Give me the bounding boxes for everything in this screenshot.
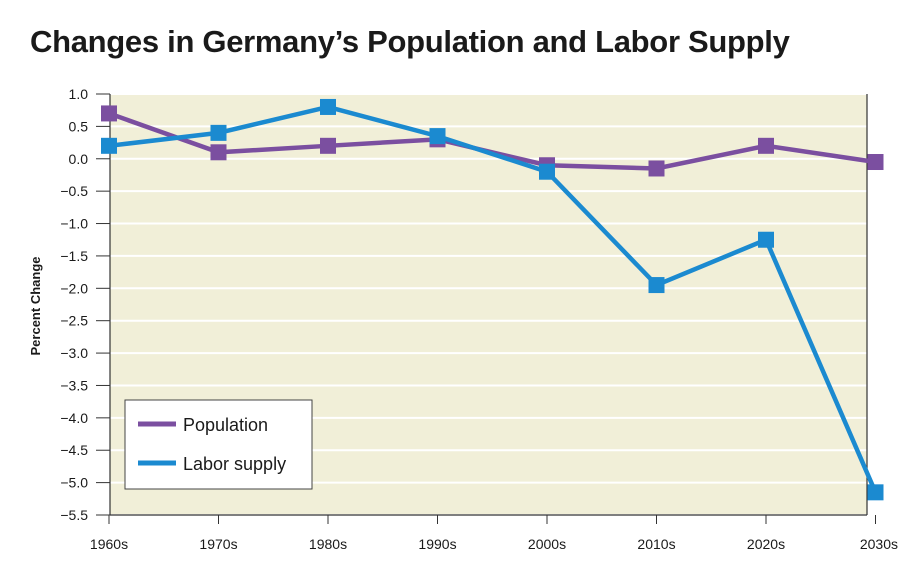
legend-label-labor-supply: Labor supply — [183, 454, 286, 474]
x-tick-label: 2000s — [528, 536, 566, 552]
x-tick-label: 1980s — [309, 536, 347, 552]
y-axis-title: Percent Change — [28, 257, 43, 356]
x-tick-label: 2020s — [747, 536, 785, 552]
x-tick-label: 2010s — [637, 536, 675, 552]
series-markers — [101, 98, 884, 501]
data-point-labor-supply — [210, 124, 227, 141]
y-tick-label: −1.0 — [60, 216, 88, 232]
y-tick-label: −3.0 — [60, 345, 88, 361]
x-tick-label: 1970s — [199, 536, 237, 552]
legend-label-population: Population — [183, 415, 268, 435]
x-tick-labels: 1960s 1970s 1980s 1990s 2000s 2010s 2020s 2030s — [90, 536, 898, 552]
x-tick-label: 2030s — [860, 536, 898, 552]
data-point-population — [648, 160, 665, 177]
y-tick-label: 1.0 — [69, 86, 89, 102]
series-lines — [108, 104, 878, 494]
y-tick-label: −3.5 — [60, 377, 88, 393]
y-tick-label: −0.5 — [60, 183, 88, 199]
series-line-labor-supply — [108, 104, 878, 494]
legend-box — [124, 399, 313, 490]
y-tick-label: 0.0 — [69, 151, 89, 167]
y-tick-labels: 1.0 0.5 0.0 −0.5 −1.0 −1.5 −2.0 −2.5 −3.0 −3.5 −4.… — [60, 86, 88, 523]
data-point-labor-supply — [648, 277, 665, 294]
y-tick-label: −2.5 — [60, 313, 88, 329]
data-point-labor-supply — [539, 163, 555, 180]
y-tick-label: −1.5 — [60, 248, 88, 264]
data-point-population — [320, 137, 336, 154]
data-point-population — [101, 105, 117, 122]
x-tick-label: 1960s — [90, 536, 128, 552]
data-point-population — [210, 144, 227, 161]
chart-title: Changes in Germany’s Population and Labo… — [30, 24, 790, 59]
axes — [96, 93, 876, 524]
data-point-labor-supply — [320, 98, 336, 115]
data-point-labor-supply — [101, 137, 117, 154]
data-point-labor-supply — [429, 128, 446, 145]
data-point-population — [758, 137, 774, 154]
y-tick-label: −4.5 — [60, 442, 88, 458]
y-tick-label: −5.5 — [60, 507, 88, 523]
legend: Population Labor supply — [124, 399, 313, 490]
data-point-population — [867, 154, 884, 171]
data-point-labor-supply — [867, 484, 884, 501]
y-tick-label: 0.5 — [69, 118, 89, 134]
y-tick-label: −5.0 — [60, 475, 88, 491]
y-tick-label: −2.0 — [60, 280, 88, 296]
x-tick-label: 1990s — [418, 536, 456, 552]
data-point-labor-supply — [758, 231, 774, 248]
y-tick-label: −4.0 — [60, 410, 88, 426]
